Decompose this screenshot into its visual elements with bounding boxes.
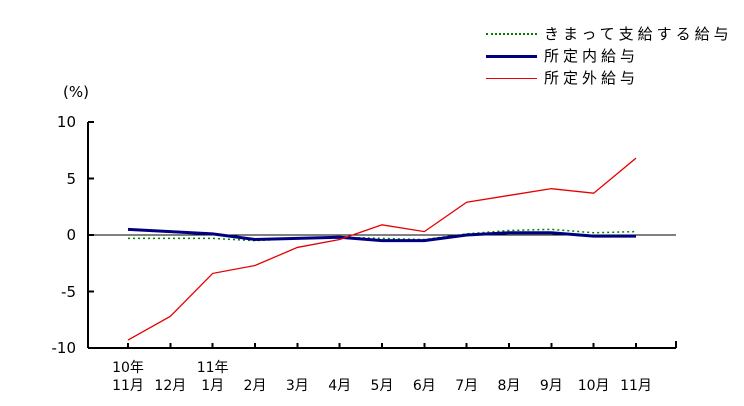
legend-label: きまって支給する給与	[544, 25, 733, 43]
x-tick-label: 9月	[539, 378, 563, 394]
x-tick-label: 12月	[154, 378, 187, 394]
x-tick-label: 7月	[455, 378, 479, 394]
x-year-label: 11年	[196, 360, 229, 376]
x-tick-label: 11月	[112, 378, 144, 394]
legend-item: 所定外給与	[486, 67, 733, 89]
x-tick-label: 2月	[243, 378, 267, 394]
x-tick-label: 6月	[412, 378, 436, 394]
legend-thin-line-icon	[486, 77, 537, 79]
legend-label: 所定内給与	[544, 47, 640, 65]
x-tick-label: 8月	[497, 378, 521, 394]
x-tick-label: 3月	[285, 378, 309, 394]
y-tick-label: -5	[61, 282, 76, 301]
legend-item: きまって支給する給与	[486, 23, 733, 45]
x-tick-label: 5月	[370, 378, 394, 394]
legend: きまって支給する給与 所定内給与 所定外給与	[486, 23, 733, 89]
legend-solid-line-icon	[486, 54, 537, 58]
x-year-label: 10年	[112, 360, 144, 376]
legend-dotted-line-icon	[486, 33, 537, 35]
x-tick-label: 10月	[577, 378, 610, 394]
y-tick-label: -10	[51, 339, 77, 357]
series-line	[127, 157, 637, 341]
y-tick-label: 10	[56, 113, 76, 131]
x-tick-label: 1月	[201, 378, 225, 394]
legend-item: 所定内給与	[486, 45, 733, 67]
x-tick-label: 4月	[328, 378, 352, 394]
y-axis-unit-label: (%)	[63, 83, 89, 101]
y-tick-label: 5	[66, 169, 76, 188]
series-line	[127, 227, 636, 243]
legend-label: 所定外給与	[544, 69, 640, 87]
y-tick-label: 0	[66, 226, 76, 244]
x-tick-label: 11月	[620, 378, 652, 394]
